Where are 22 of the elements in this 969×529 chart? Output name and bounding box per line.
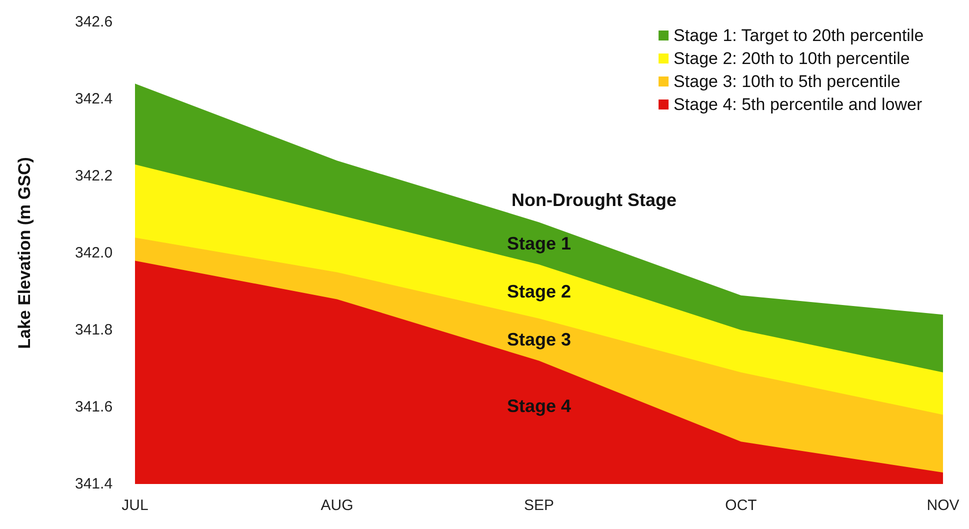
x-tick-label: JUL	[122, 497, 148, 514]
annotation: Stage 1	[506, 233, 572, 254]
y-tick-label: 341.4	[75, 476, 113, 492]
annotation: Stage 3	[506, 330, 572, 350]
y-tick-label: 342.0	[75, 244, 113, 262]
y-tick-label: 341.8	[75, 322, 113, 338]
legend-label: Stage 1: Target to 20th percentile	[674, 26, 924, 45]
x-tick-label: SEP	[524, 497, 554, 514]
x-tick-label: OCT	[725, 497, 757, 514]
y-tick-label: 342.2	[75, 168, 113, 184]
legend-label: Stage 2: 20th to 10th percentile	[674, 49, 910, 68]
y-tick-label: 341.6	[75, 398, 113, 416]
annotation: Non-Drought Stage	[512, 190, 676, 210]
annotation: Stage 4	[506, 396, 572, 416]
annotation: Stage 2	[506, 282, 572, 302]
y-axis-title: Lake Elevation (m GSC)	[15, 157, 34, 349]
y-tick-label: 342.4	[75, 90, 113, 108]
legend-label: Stage 3: 10th to 5th percentile	[674, 72, 900, 91]
y-tick-label: 342.6	[75, 14, 113, 30]
x-tick-label: AUG	[320, 497, 354, 514]
legend-label: Stage 4: 5th percentile and lower	[674, 95, 922, 114]
x-tick-label: NOV	[926, 497, 960, 514]
